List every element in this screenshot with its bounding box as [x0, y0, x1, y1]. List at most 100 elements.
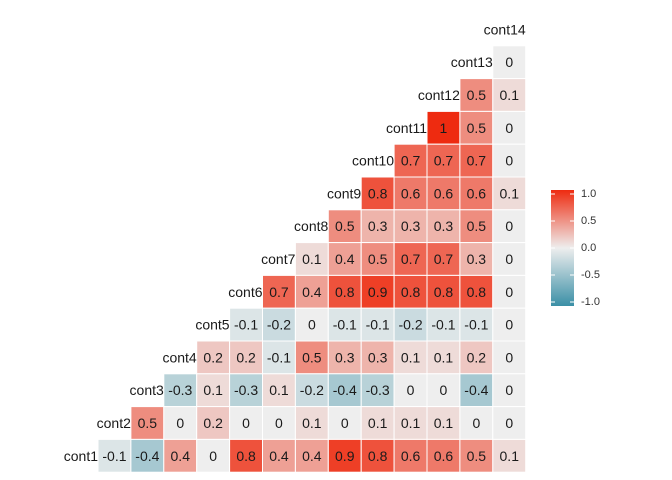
cell-value-label: 0.6 [401, 448, 421, 464]
cell-value-label: 0.8 [236, 448, 256, 464]
variable-label: cont8 [294, 218, 328, 234]
cell-value-label: 0.7 [269, 284, 289, 300]
cell-value-label: 0.5 [368, 251, 388, 267]
heatmap-cell [492, 143, 527, 178]
heatmap-cell [327, 209, 362, 244]
legend-tick-label: 0.0 [581, 242, 596, 254]
cell-value-label: 0.5 [302, 349, 322, 365]
heatmap-cell [492, 373, 527, 408]
heatmap-cell [492, 307, 527, 342]
heatmap-cells: 0 0.5 0.1 1 0.5 0 0.7 0.7 0.7 0 0.8 0.6 0.6 0.6 0.1 0.5… [97, 45, 527, 473]
heatmap-cell [459, 78, 494, 112]
heatmap-cell [426, 209, 461, 244]
cell-value-label: 0.6 [467, 185, 487, 201]
heatmap-cell [459, 176, 494, 211]
cell-value-label: 0.1 [302, 251, 322, 267]
cell-value-label: -0.2 [398, 317, 422, 333]
cell-value-label: 0.2 [236, 349, 256, 365]
cell-value-label: 0.7 [401, 251, 421, 267]
heatmap-cell [426, 143, 461, 178]
heatmap-cell [459, 242, 494, 276]
cell-value-label: 0.2 [467, 349, 487, 365]
variable-label: cont9 [327, 185, 361, 201]
cell-value-label: 0 [407, 382, 415, 398]
cell-value-label: -0.1 [431, 317, 455, 333]
cell-value-label: 0 [505, 153, 513, 169]
cell-value-label: 0.1 [500, 185, 520, 201]
cell-value-label: 0.5 [467, 448, 487, 464]
cell-value-label: 1 [440, 120, 448, 136]
cell-value-label: 0.4 [171, 448, 191, 464]
cell-value-label: 0.4 [269, 448, 289, 464]
cell-value-label: 0.3 [368, 349, 388, 365]
cell-value-label: 0.3 [467, 251, 487, 267]
heatmap-cell [229, 307, 264, 342]
heatmap-cell [163, 438, 198, 473]
heatmap-cell [163, 406, 198, 440]
cell-value-label: -0.1 [267, 349, 291, 365]
heatmap-cell [327, 406, 362, 440]
cell-value-label: 0.1 [434, 415, 454, 431]
cell-value-label: 0.9 [368, 284, 388, 300]
cell-value-label: 0.1 [269, 382, 289, 398]
legend-tick-label: -0.5 [581, 269, 600, 281]
cell-value-label: 0.5 [467, 218, 487, 234]
cell-value-label: 0.2 [203, 415, 223, 431]
cell-value-label: -0.1 [464, 317, 488, 333]
heatmap-cell [360, 438, 395, 473]
cell-value-label: 0 [176, 415, 184, 431]
cell-value-label: -0.3 [168, 382, 192, 398]
heatmap-cell [294, 340, 329, 375]
heatmap-cell [196, 438, 231, 473]
heatmap-cell [327, 340, 362, 375]
heatmap-cell [492, 340, 527, 375]
cell-value-label: 0 [505, 415, 513, 431]
heatmap-cell [393, 438, 428, 473]
cell-value-label: 0.8 [467, 284, 487, 300]
cell-value-label: 0 [440, 382, 448, 398]
heatmap-cell [97, 438, 132, 473]
variable-label: cont3 [130, 382, 164, 398]
variable-label: cont5 [195, 317, 229, 333]
heatmap-cell [327, 274, 362, 309]
cell-value-label: 0.1 [302, 415, 322, 431]
heatmap-cell [492, 406, 527, 440]
variable-label: cont7 [261, 251, 295, 267]
heatmap-cell [492, 274, 527, 309]
cell-value-label: -0.2 [300, 382, 324, 398]
cell-value-label: 0 [472, 415, 480, 431]
cell-value-label: 0.5 [467, 120, 487, 136]
heatmap-cell [327, 242, 362, 276]
cell-value-label: 0 [275, 415, 283, 431]
heatmap-cell [492, 438, 527, 473]
cell-value-label: 0.4 [335, 251, 355, 267]
heatmap-cell [426, 373, 461, 408]
cell-value-label: -0.1 [234, 317, 258, 333]
heatmap-cell [492, 45, 527, 80]
heatmap-cell [130, 406, 165, 440]
cell-value-label: 0.1 [368, 415, 388, 431]
cell-value-label: 0.6 [401, 185, 421, 201]
heatmap-cell [393, 176, 428, 211]
heatmap-cell [262, 340, 296, 375]
cell-value-label: 0.3 [335, 349, 355, 365]
cell-value-label: 0.2 [203, 349, 223, 365]
cell-value-label: 0 [505, 54, 513, 70]
cell-value-label: 0.1 [401, 415, 421, 431]
cell-value-label: 0 [308, 317, 316, 333]
heatmap-cell [196, 406, 231, 440]
variable-label: cont4 [162, 349, 196, 365]
cell-value-label: 0.5 [138, 415, 158, 431]
cell-value-label: -0.1 [102, 448, 126, 464]
cell-value-label: 0.1 [203, 382, 223, 398]
heatmap-cell [262, 274, 296, 309]
cell-value-label: 0.9 [335, 448, 355, 464]
variable-label: cont13 [451, 54, 493, 70]
cell-value-label: 0.7 [434, 153, 454, 169]
cell-value-label: 0 [505, 317, 513, 333]
cell-value-label: 0.1 [500, 448, 520, 464]
cell-value-label: 0.8 [368, 448, 388, 464]
cell-value-label: 0 [242, 415, 250, 431]
cell-value-label: 0.3 [401, 218, 421, 234]
cell-value-label: 0.4 [302, 448, 322, 464]
